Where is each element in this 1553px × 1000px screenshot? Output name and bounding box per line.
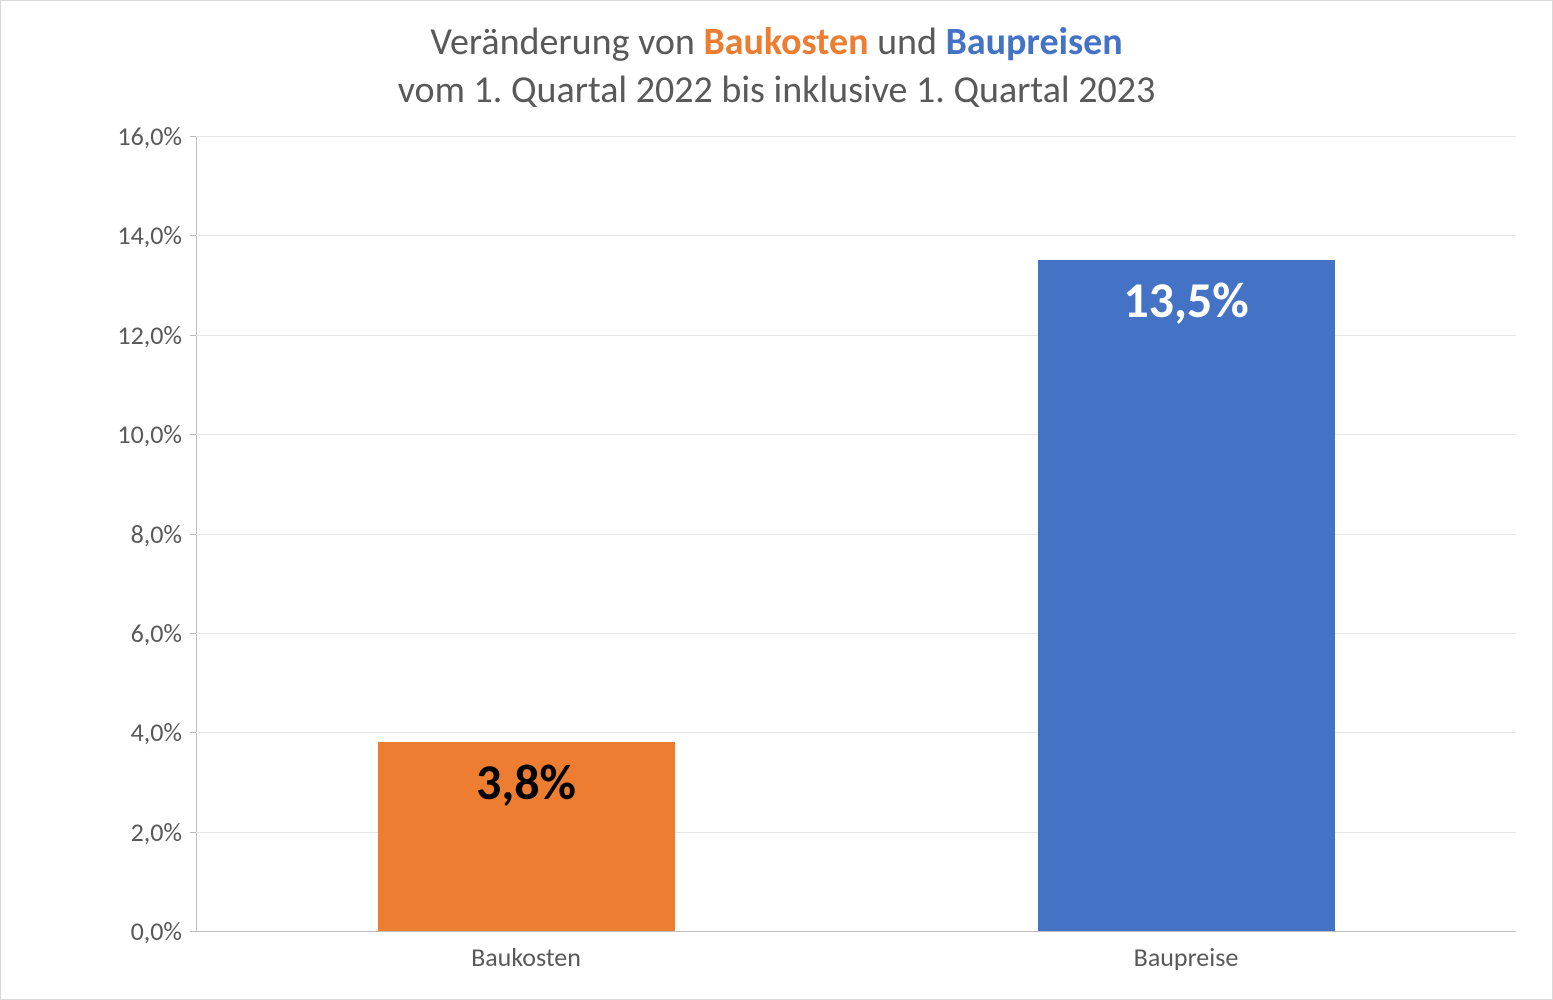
chart-frame: Veränderung von Baukosten und Baupreisen… — [0, 0, 1553, 1000]
plot-area: 0,0%2,0%4,0%6,0%8,0%10,0%12,0%14,0%16,0%… — [196, 136, 1516, 931]
bar-value-label: 13,5% — [1038, 270, 1335, 331]
y-tick-label: 12,0% — [117, 319, 196, 351]
y-tick-label: 4,0% — [131, 716, 196, 748]
bar: 3,8% — [378, 742, 675, 931]
x-category-label: Baukosten — [471, 931, 581, 973]
y-tick-label: 8,0% — [131, 518, 196, 550]
y-tick-label: 2,0% — [131, 816, 196, 848]
y-tick-label: 10,0% — [117, 418, 196, 450]
x-category-label: Baupreise — [1134, 931, 1239, 973]
bar: 13,5% — [1038, 260, 1335, 931]
y-tick-label: 14,0% — [117, 219, 196, 251]
y-tick-label: 6,0% — [131, 617, 196, 649]
x-axis-line — [196, 931, 1516, 932]
y-tick-label: 0,0% — [131, 915, 196, 947]
bar-value-label: 3,8% — [378, 752, 675, 813]
chart-title: Veränderung von Baukosten und Baupreisen… — [1, 19, 1552, 114]
gridline — [196, 136, 1516, 137]
y-tick-label: 16,0% — [117, 120, 196, 152]
gridline — [196, 235, 1516, 236]
